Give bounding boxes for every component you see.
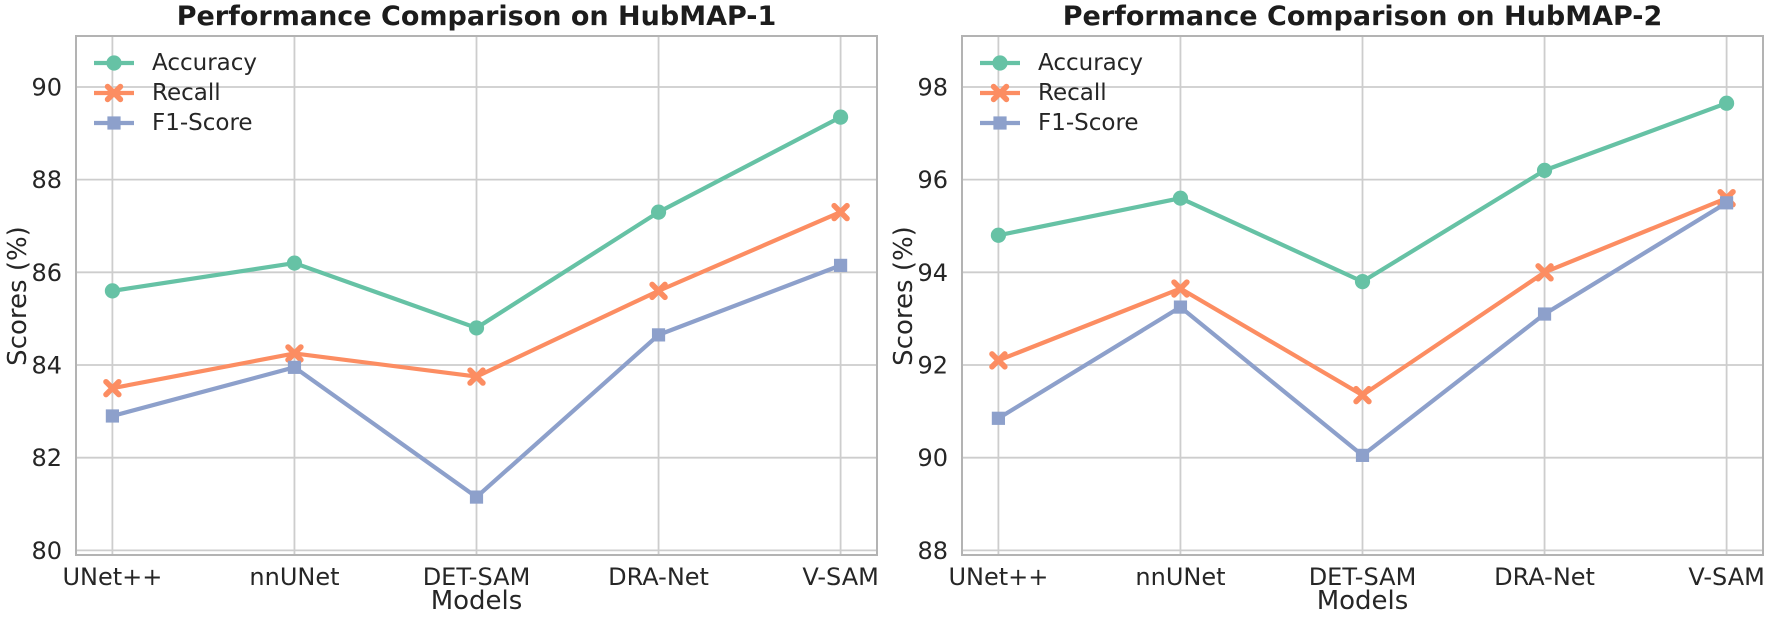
legend-marker: [107, 116, 121, 130]
marker-recall-nnunet: [285, 344, 304, 363]
marker-f1-score-det-sam: [469, 490, 484, 504]
x-tick-label: V-SAM: [1688, 563, 1764, 591]
marker-f1-score-nnunet: [287, 360, 302, 374]
x-axis-label: Models: [1316, 586, 1409, 616]
legend-marker: [106, 55, 122, 71]
marker-recall-unet++: [103, 378, 122, 398]
legend: Accuracy Recall F1-Score: [94, 48, 257, 138]
legend-label: Recall: [1038, 79, 1107, 106]
legend-item-f1-score: F1-Score: [94, 108, 257, 138]
legend-label: F1-Score: [152, 109, 253, 136]
marker-recall-det-sam: [1353, 385, 1372, 405]
plot-border: [75, 35, 878, 556]
legend-marker-circle-icon: [94, 55, 134, 71]
y-tick-label: 96: [917, 166, 948, 194]
x-tick-label: nnUNet: [249, 563, 339, 591]
legend-label: F1-Score: [1038, 109, 1139, 136]
y-tick-label: 98: [917, 73, 948, 101]
marker-accuracy-dra-net: [650, 204, 667, 220]
legend-label: Recall: [152, 79, 221, 106]
marker-accuracy-det-sam: [468, 320, 485, 336]
legend-marker: [993, 116, 1007, 130]
marker-accuracy-dra-net: [1536, 162, 1553, 178]
marker-accuracy-nnunet: [1172, 190, 1189, 206]
legend: Accuracy Recall F1-Score: [980, 48, 1143, 138]
legend-item-recall: Recall: [94, 78, 257, 108]
x-axis-label: Models: [430, 586, 523, 616]
legend-marker: [990, 83, 1010, 103]
chart-title: Performance Comparison on HubMAP-2: [1062, 1, 1663, 32]
marker-f1-score-v-sam: [1719, 196, 1734, 210]
marker-recall-nnunet: [1171, 279, 1190, 298]
y-tick-label: 88: [917, 537, 948, 565]
legend-item-accuracy: Accuracy: [980, 48, 1143, 78]
y-tick-label: 82: [31, 444, 62, 472]
legend-marker-circle-icon: [980, 55, 1020, 71]
legend-marker-x-icon: [980, 83, 1020, 103]
line-chart-hubmap-1: 80 82 84 86 88 90 UNet++ nnUNet DET-SAM DRA-Net V-…: [31, 35, 879, 591]
legend-marker: [104, 83, 124, 103]
x-tick-label: DET-SAM: [1309, 563, 1417, 591]
marker-accuracy-unet++: [990, 227, 1007, 243]
marker-accuracy-unet++: [104, 283, 121, 299]
legend-label: Accuracy: [152, 49, 258, 76]
marker-accuracy-nnunet: [286, 255, 303, 271]
x-tick-label: DRA-Net: [608, 563, 709, 591]
marker-f1-score-unet++: [991, 411, 1006, 425]
marker-recall-v-sam: [831, 202, 850, 222]
legend-item-recall: Recall: [980, 78, 1143, 108]
y-tick-label: 80: [31, 537, 62, 565]
marker-f1-score-dra-net: [1537, 307, 1552, 321]
chart-title: Performance Comparison on HubMAP-1: [176, 1, 777, 32]
line-chart-hubmap-2: 88 90 92 94 96 98 UNet++ nnUNet DET-SAM DRA-Net V-…: [917, 35, 1765, 591]
legend-marker-x-icon: [94, 83, 134, 103]
chart-panel-hubmap-2: Performance Comparison on HubMAP-2 Score…: [886, 0, 1772, 618]
legend-label: Accuracy: [1038, 49, 1144, 76]
y-tick-label: 90: [917, 444, 948, 472]
legend-item-accuracy: Accuracy: [94, 48, 257, 78]
y-tick-label: 88: [31, 166, 62, 194]
marker-recall-dra-net: [1535, 263, 1554, 282]
legend-marker-square-icon: [94, 116, 134, 130]
y-tick-label: 94: [917, 259, 948, 287]
x-tick-label: V-SAM: [802, 563, 878, 591]
y-tick-label: 86: [31, 259, 62, 287]
marker-f1-score-v-sam: [833, 258, 848, 272]
y-tick-label: 84: [31, 352, 62, 380]
chart-panel-hubmap-1: Performance Comparison on HubMAP-1 Score…: [3, 1, 879, 616]
x-tick-label: UNet++: [948, 563, 1048, 591]
x-tick-label: nnUNet: [1135, 563, 1225, 591]
y-tick-label: 90: [31, 73, 62, 101]
legend-marker-square-icon: [980, 116, 1020, 130]
marker-accuracy-det-sam: [1354, 273, 1371, 290]
marker-recall-unet++: [989, 351, 1008, 370]
marker-f1-score-nnunet: [1173, 300, 1188, 314]
marker-recall-det-sam: [467, 367, 486, 386]
x-tick-label: DET-SAM: [423, 563, 531, 591]
legend-marker: [992, 55, 1008, 71]
y-tick-label: 92: [917, 352, 948, 380]
x-tick-label: UNet++: [62, 563, 162, 591]
marker-f1-score-det-sam: [1355, 448, 1370, 462]
plot-border: [961, 35, 1764, 556]
marker-f1-score-dra-net: [651, 328, 666, 342]
marker-f1-score-unet++: [105, 409, 120, 423]
marker-accuracy-v-sam: [832, 109, 849, 125]
marker-accuracy-v-sam: [1718, 95, 1735, 111]
x-tick-label: DRA-Net: [1494, 563, 1595, 591]
marker-recall-dra-net: [649, 281, 668, 301]
legend-item-f1-score: F1-Score: [980, 108, 1143, 138]
